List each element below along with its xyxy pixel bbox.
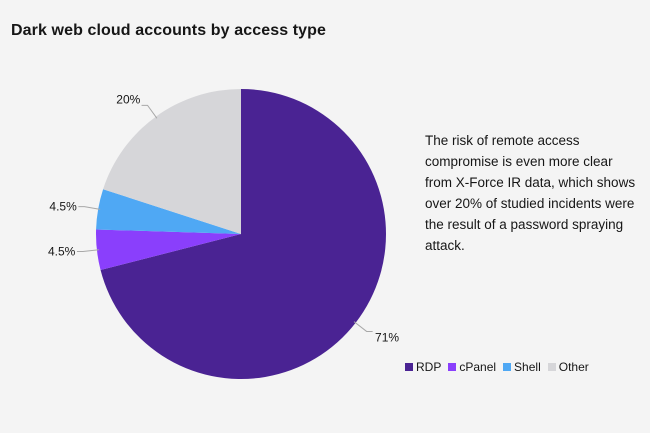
slice-label-shell: 4.5% [49,200,77,214]
legend-item-rdp: RDP [405,360,441,374]
leader-line [353,321,373,332]
pie-slice-other [103,89,241,234]
chart-title: Dark web cloud accounts by access type [11,22,327,39]
leader-line [78,206,101,210]
slice-label-cpanel: 4.5% [48,244,76,258]
leader-line [141,104,158,119]
pie-slice-cpanel [96,229,242,271]
pie-slice-rdp [100,89,386,379]
legend-item-shell: Shell [503,360,541,374]
legend-item-cpanel: cPanel [448,360,496,374]
slice-label-rdp: 71% [375,330,399,344]
legend-label: cPanel [459,360,497,374]
legend-label: RDP [416,360,442,374]
chart-legend: RDP cPanel Shell Other [405,360,589,374]
chart-note: The risk of remote access compromise is … [425,133,636,253]
pie-slice-shell [96,189,241,234]
legend-label: Shell [514,360,541,374]
leader-line [76,249,99,252]
legend-swatch [405,363,413,371]
legend-swatch [448,363,457,371]
legend-label: Other [558,360,589,374]
legend-item-other: Other [547,360,589,374]
legend-swatch [503,363,512,371]
legend-swatch [547,363,556,371]
slice-label-other: 20% [116,92,140,106]
